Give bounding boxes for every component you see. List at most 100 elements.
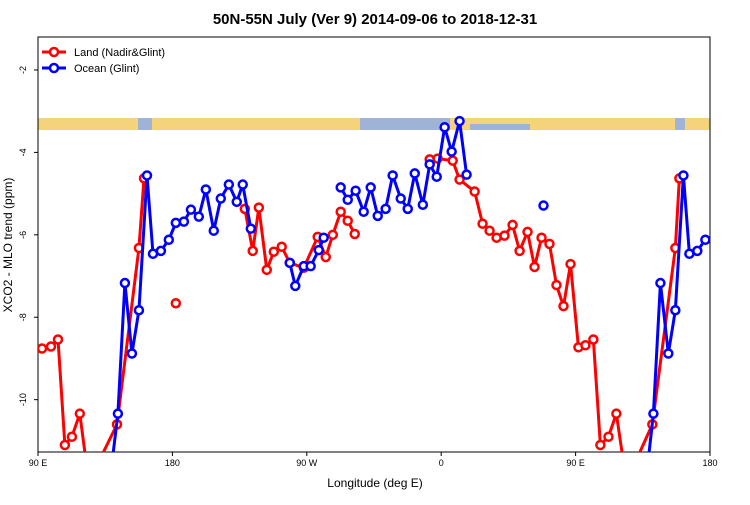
data-point: [507, 219, 518, 231]
data-point: [409, 168, 421, 179]
map-strip: [38, 118, 710, 130]
data-point: [454, 174, 465, 185]
data-point: [544, 238, 555, 250]
y-tick-label: -2: [18, 66, 28, 74]
data-point: [276, 241, 287, 253]
data-point: [318, 232, 329, 243]
data-point: [350, 185, 361, 196]
data-point: [655, 277, 666, 289]
data-point: [185, 204, 197, 215]
data-point: [536, 232, 547, 243]
data-point: [678, 170, 689, 181]
chart-title: 50N-55N July (Ver 9) 2014-09-06 to 2018-…: [213, 11, 537, 28]
data-point: [170, 217, 182, 229]
data-point: [327, 229, 339, 241]
data-point: [365, 182, 376, 193]
data-point: [200, 184, 212, 195]
data-point: [163, 234, 175, 246]
data-point: [290, 280, 301, 292]
x-tick-label: 180: [165, 458, 180, 468]
data-point: [663, 348, 674, 359]
data-point: [85, 478, 93, 486]
data-point: [284, 257, 296, 269]
data-point: [261, 264, 273, 276]
data-point: [45, 341, 57, 352]
data-point: [38, 343, 48, 354]
data-point: [529, 261, 540, 273]
data-point: [439, 122, 450, 133]
data-point: [538, 200, 549, 211]
data-point: [133, 304, 145, 316]
series-line: [111, 119, 707, 452]
data-point: [692, 245, 703, 257]
data-point: [387, 170, 398, 181]
data-point: [477, 218, 488, 229]
data-point: [59, 439, 71, 451]
data-point: [106, 478, 114, 486]
legend-label: Land (Nadir&Glint): [74, 47, 165, 59]
data-point: [193, 211, 205, 222]
data-point: [499, 230, 510, 241]
data-point: [178, 216, 190, 227]
plot-area: [38, 115, 710, 486]
x-tick-label: 0: [439, 458, 444, 468]
data-point: [642, 478, 650, 486]
data-point: [126, 348, 138, 359]
data-point: [342, 194, 353, 206]
data-point: [611, 408, 622, 419]
data-point: [231, 196, 243, 208]
legend-label: Ocean (Glint): [74, 63, 139, 75]
x-axis-label: Longitude (deg E): [327, 476, 422, 490]
data-point: [358, 206, 369, 217]
y-tick-label: -6: [18, 231, 28, 239]
x-tick-label: 90 W: [296, 458, 318, 468]
data-point: [119, 277, 131, 289]
data-point: [603, 431, 614, 443]
data-point: [424, 159, 435, 170]
data-point: [417, 199, 429, 210]
data-point: [648, 408, 659, 419]
y-tick-label: -8: [18, 313, 28, 321]
data-point: [155, 245, 167, 257]
data-point: [141, 170, 153, 181]
data-point: [446, 146, 457, 157]
data-point: [170, 297, 182, 309]
data-point: [349, 228, 360, 240]
y-tick-label: -4: [18, 148, 28, 156]
data-point: [320, 251, 332, 263]
data-point: [454, 115, 465, 127]
data-point: [247, 245, 258, 257]
legend-marker: [48, 62, 60, 74]
y-tick-label: -10: [18, 393, 28, 406]
data-point: [395, 193, 406, 204]
data-point: [74, 408, 86, 419]
data-point: [622, 478, 630, 486]
data-point: [522, 226, 533, 238]
data-point: [558, 300, 569, 312]
data-point: [461, 169, 472, 180]
data-point: [335, 182, 346, 193]
data-point: [447, 155, 458, 166]
data-point: [469, 186, 480, 197]
data-point: [268, 246, 280, 257]
data-point: [66, 431, 78, 443]
plot-frame: [37, 36, 711, 453]
data-point: [245, 223, 257, 234]
data-point: [551, 279, 562, 291]
data-point: [700, 234, 710, 246]
data-point: [52, 334, 64, 345]
data-point: [484, 225, 495, 236]
data-point: [335, 206, 346, 217]
data-point: [112, 408, 124, 419]
y-axis-label: XCO2 - MLO trend (ppm): [1, 178, 15, 313]
data-point: [565, 258, 576, 270]
x-tick-label: 180: [702, 458, 717, 468]
data-point: [402, 203, 413, 215]
data-point: [372, 210, 383, 222]
data-point: [595, 439, 606, 451]
data-point: [431, 171, 442, 182]
data-point: [305, 260, 316, 272]
x-tick-label: 90 E: [29, 458, 48, 468]
data-point: [342, 215, 353, 227]
